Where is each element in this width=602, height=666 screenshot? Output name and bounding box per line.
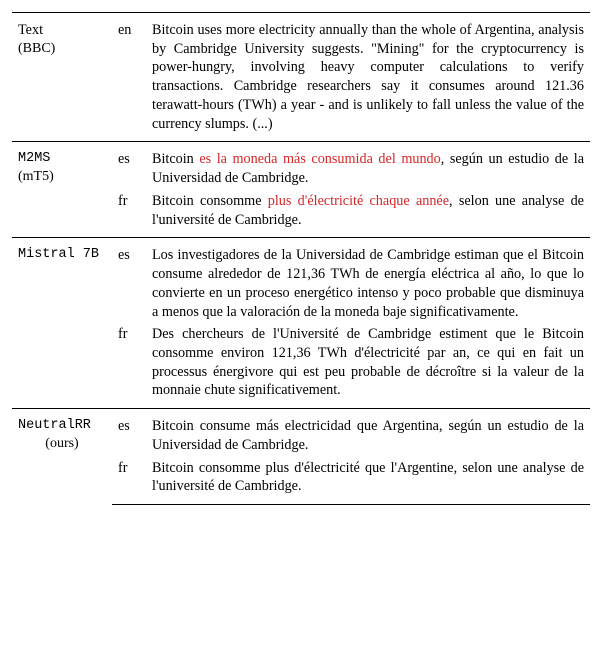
system-label-line2: (mT5) (18, 168, 106, 186)
lang-code: fr (112, 323, 146, 408)
highlighted-text: plus d'électricité chaque année (268, 193, 449, 209)
lang-code: fr (112, 457, 146, 505)
lang-code: fr (112, 190, 146, 238)
table-row: M2MS(mT5)esBitcoin es la moneda más cons… (12, 142, 590, 190)
system-label-line1: Text (18, 21, 106, 40)
text-segment: Bitcoin consomme (152, 193, 268, 209)
system-label-line1: NeutralRR (18, 417, 106, 435)
highlighted-text: es la moneda más consumida del mundo (199, 151, 440, 167)
output-text: Bitcoin consomme plus d'électricité que … (146, 457, 590, 505)
text-segment: Bitcoin consume más electricidad que Arg… (152, 418, 584, 453)
text-segment: Bitcoin uses more electricity annually t… (152, 22, 584, 132)
table-row: Text(BBC)enBitcoin uses more electricity… (12, 13, 590, 142)
system-label: NeutralRR(ours) (12, 409, 112, 505)
comparison-table: Text(BBC)enBitcoin uses more electricity… (12, 12, 590, 505)
output-text: Bitcoin uses more electricity annually t… (146, 13, 590, 142)
output-text: Des chercheurs de l'Université de Cambri… (146, 323, 590, 408)
output-text: Bitcoin consume más electricidad que Arg… (146, 409, 590, 457)
lang-code: es (112, 238, 146, 323)
system-label-line2: (BBC) (18, 40, 106, 58)
output-text: Bitcoin consomme plus d'électricité chaq… (146, 190, 590, 238)
system-label-line2: (ours) (18, 435, 106, 453)
output-text: Los investigadores de la Universidad de … (146, 238, 590, 323)
text-segment: Bitcoin (152, 151, 199, 167)
system-label: Text(BBC) (12, 13, 112, 142)
lang-code: es (112, 142, 146, 190)
lang-code: es (112, 409, 146, 457)
lang-code: en (112, 13, 146, 142)
text-segment: Des chercheurs de l'Université de Cambri… (152, 326, 584, 398)
text-segment: Los investigadores de la Universidad de … (152, 247, 584, 319)
system-label-line1: Mistral 7B (18, 246, 106, 264)
table-row: Mistral 7B esLos investigadores de la Uni… (12, 238, 590, 323)
system-label: Mistral 7B (12, 238, 112, 409)
text-segment: Bitcoin consomme plus d'électricité que … (152, 460, 584, 495)
output-text: Bitcoin es la moneda más consumida del m… (146, 142, 590, 190)
system-label-line1: M2MS (18, 150, 106, 168)
table-row: NeutralRR(ours) esBitcoin consume más ele… (12, 409, 590, 457)
system-label: M2MS(mT5) (12, 142, 112, 238)
